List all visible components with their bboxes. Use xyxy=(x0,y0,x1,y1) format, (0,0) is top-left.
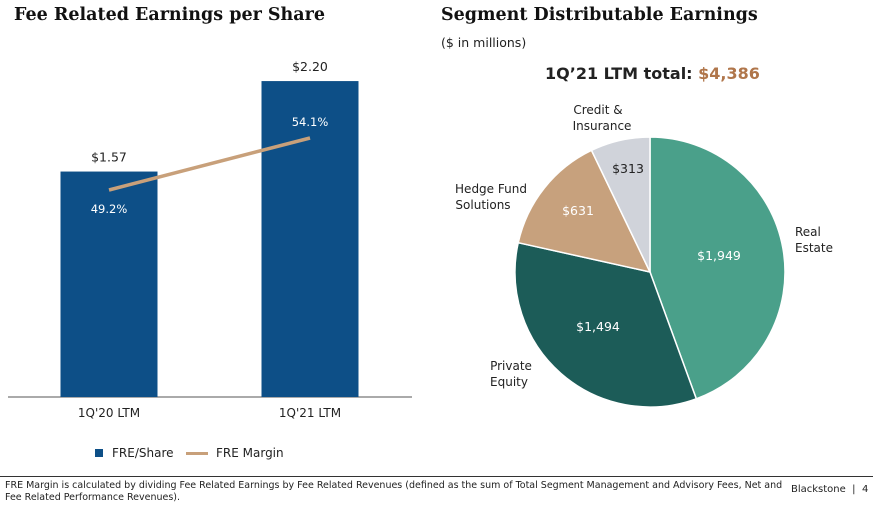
page-number: 4 xyxy=(862,484,869,495)
slice-value-label: $1,494 xyxy=(576,319,620,334)
fre-margin-line xyxy=(108,136,311,192)
legend-fre-share: FRE/Share xyxy=(95,446,174,460)
slice-name-label: Credit & xyxy=(573,103,622,117)
legend-bar-swatch xyxy=(95,449,103,457)
brand-label: Blackstone xyxy=(791,484,846,495)
margin-value-label: 49.2% xyxy=(91,202,128,216)
slice-name-label: Solutions xyxy=(455,198,510,212)
bar-value-label: $1.57 xyxy=(91,150,127,165)
slice-name-label: Insurance xyxy=(573,119,632,133)
slice-value-label: $1,949 xyxy=(697,248,741,263)
pie-total-value: $4,386 xyxy=(698,64,760,83)
slice-value-label: $631 xyxy=(562,203,594,218)
legend-fre-share-label: FRE/Share xyxy=(112,446,174,460)
slice-name-label: Real xyxy=(795,225,821,239)
legend-fre-margin-label: FRE Margin xyxy=(216,446,284,460)
slice-name-label: Private xyxy=(490,359,532,373)
slice-name-label: Hedge Fund xyxy=(455,182,527,196)
legend-line-swatch xyxy=(186,451,208,455)
bar-fre-share xyxy=(261,81,359,397)
footnote: FRE Margin is calculated by dividing Fee… xyxy=(5,480,783,503)
bar-fre-share xyxy=(60,171,158,397)
x-tick-label: 1Q'21 LTM xyxy=(279,406,341,420)
x-tick-label: 1Q'20 LTM xyxy=(78,406,140,420)
pie-slice xyxy=(649,136,786,400)
brand-name: Blackstone | xyxy=(791,484,856,495)
pie-chart-title: Segment Distributable Earnings xyxy=(441,5,758,25)
slice-value-label: $313 xyxy=(612,161,644,176)
footer-divider xyxy=(0,476,873,477)
bar-chart-title: Fee Related Earnings per Share xyxy=(14,5,325,25)
pie-total-label: 1Q’21 LTM total: xyxy=(545,64,693,83)
pie-chart-subtitle: ($ in millions) xyxy=(441,35,527,50)
pie-slice xyxy=(514,241,698,408)
pie-total: 1Q’21 LTM total: $4,386 xyxy=(545,64,760,83)
slice-name-label: Equity xyxy=(490,375,528,389)
margin-value-label: 54.1% xyxy=(292,115,329,129)
bar-value-label: $2.20 xyxy=(292,59,328,74)
pie-slice xyxy=(590,136,651,273)
legend-fre-margin: FRE Margin xyxy=(186,446,284,460)
slice-name-label: Estate xyxy=(795,241,833,255)
pie-slice xyxy=(517,149,652,274)
